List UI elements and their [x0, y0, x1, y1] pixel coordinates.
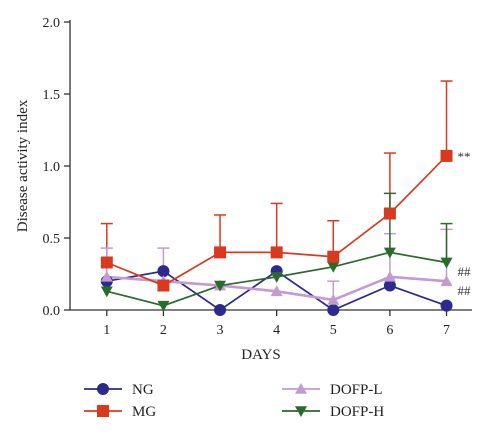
significance-annotations: ** ## ## — [458, 149, 472, 298]
mg-point — [214, 246, 227, 259]
y-tick-label: 1.5 — [43, 88, 61, 103]
ng-point — [157, 265, 170, 278]
legend-swatch-marker — [295, 383, 307, 394]
mg-point — [100, 256, 113, 269]
dofp-h-point — [270, 272, 283, 283]
legend-swatch-marker — [97, 383, 109, 395]
x-axis-title: DAYS — [241, 347, 280, 363]
legend: NG MG DOFP-L DOFP-H — [84, 382, 384, 420]
significance-mark: ## — [458, 264, 472, 279]
legend-label: MG — [132, 404, 156, 420]
y-axis-title: Disease activity index — [15, 99, 31, 232]
mg-point — [383, 207, 396, 220]
legend-swatch-marker — [295, 406, 307, 417]
y-tick-label: 1.0 — [43, 160, 61, 175]
legend-label: NG — [132, 382, 154, 398]
axes: 0.0 0.5 1.0 1.5 2.0 1 2 3 4 5 6 7 DAYS Disease activi… — [15, 16, 472, 363]
x-tick-label: 5 — [330, 323, 337, 338]
dofp-l-point — [327, 293, 340, 305]
x-tick-label: 1 — [103, 323, 110, 338]
legend-label: DOFP-H — [330, 404, 384, 420]
ng-point — [440, 299, 453, 312]
dofp-l-point — [100, 270, 113, 282]
dofp-h-point — [214, 280, 227, 292]
dofp-h-point — [100, 286, 113, 298]
x-tick-label: 3 — [217, 323, 224, 338]
dofp-h-point — [157, 300, 170, 312]
significance-mark: ## — [458, 283, 472, 298]
legend-item-dofp-l: DOFP-L — [282, 382, 383, 398]
legend-item-dofp-h: DOFP-H — [282, 404, 384, 420]
dofp-h-point — [383, 247, 396, 259]
ng-point — [327, 304, 340, 316]
y-tick-label: 2.0 — [43, 16, 61, 31]
ng-point — [214, 304, 227, 316]
x-tick-label: 7 — [443, 323, 450, 338]
dofp-h-point — [327, 262, 340, 273]
dofp-h-point — [440, 257, 453, 269]
series-markers — [100, 149, 453, 316]
y-tick-label: 0.5 — [43, 232, 61, 247]
dofp-l-point — [270, 285, 283, 297]
legend-item-mg: MG — [84, 404, 156, 420]
legend-item-ng: NG — [84, 382, 154, 398]
mg-point — [270, 246, 283, 259]
x-tick-label: 6 — [386, 323, 393, 338]
dofp-l-point — [383, 270, 396, 282]
mg-point — [157, 279, 170, 292]
mg-point — [440, 149, 453, 162]
significance-mark: ** — [458, 149, 471, 164]
mg-point — [327, 250, 340, 263]
dofp-l-point — [440, 275, 453, 286]
y-tick-label: 0.0 — [43, 304, 61, 319]
legend-label: DOFP-L — [330, 382, 383, 398]
x-tick-label: 2 — [160, 323, 167, 338]
x-tick-label: 4 — [273, 323, 280, 338]
ng-point — [383, 279, 396, 292]
legend-swatch-marker — [97, 405, 109, 417]
